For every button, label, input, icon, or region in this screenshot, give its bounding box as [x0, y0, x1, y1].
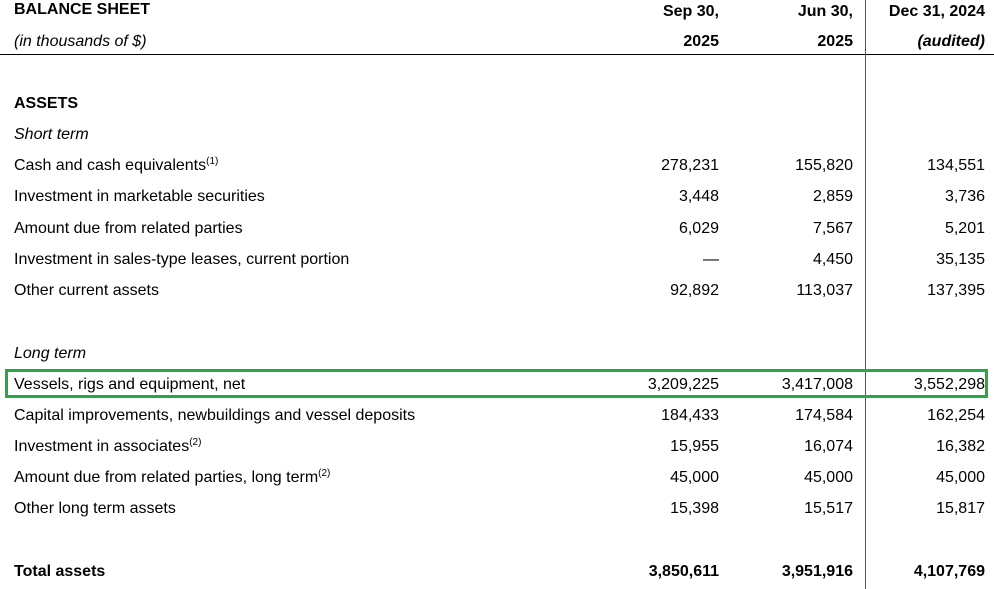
- row-value-sep-2025: 92,892: [670, 282, 719, 299]
- section-long-term: Long term: [14, 345, 87, 362]
- row-label-text: Investment in marketable securities: [14, 188, 265, 205]
- section-assets: ASSETS: [14, 95, 79, 112]
- col-header-jun-2025-line1: Jun 30,: [797, 3, 853, 20]
- row-value-sep-2025: 45,000: [670, 469, 719, 486]
- row-value-jun-2025: 16,074: [804, 438, 853, 455]
- row-value-jun-2025: 155,820: [795, 157, 853, 174]
- header-divider: [0, 54, 994, 55]
- row-value-dec-2024: 162,254: [927, 407, 985, 424]
- footnote-marker: (2): [189, 437, 202, 448]
- row-label-text: Vessels, rigs and equipment, net: [14, 376, 246, 393]
- row-label: Investment in sales-type leases, current…: [14, 250, 349, 270]
- row-value-jun-2025: 15,517: [804, 500, 853, 517]
- row-label-text: Cash and cash equivalents: [14, 157, 207, 174]
- row-label: Investment in associates(2): [14, 437, 201, 457]
- total-value-dec-2024: 4,107,769: [913, 563, 985, 580]
- row-label: Other current assets: [14, 281, 159, 301]
- row-value-sep-2025: 184,433: [661, 407, 719, 424]
- row-label-text: Amount due from related parties, long te…: [14, 469, 319, 486]
- col-header-sep-2025-line1: Sep 30,: [662, 3, 719, 20]
- row-value-dec-2024: 45,000: [936, 469, 985, 486]
- total-label: Total assets: [14, 563, 106, 580]
- row-value-dec-2024: 16,382: [936, 438, 985, 455]
- row-value-sep-2025: 15,398: [670, 500, 719, 517]
- col-header-dec-2024-line2: (audited): [917, 33, 985, 50]
- col-header-jun-2025-line2: 2025: [817, 33, 853, 50]
- row-label-text: Amount due from related parties: [14, 220, 243, 237]
- row-label: Cash and cash equivalents(1): [14, 156, 218, 176]
- row-value-jun-2025: 7,567: [812, 220, 853, 237]
- row-label-text: Capital improvements, newbuildings and v…: [14, 407, 416, 424]
- row-value-jun-2025: 45,000: [804, 469, 853, 486]
- row-value-sep-2025: 6,029: [678, 220, 719, 237]
- row-value-dec-2024: 15,817: [936, 500, 985, 517]
- row-value-jun-2025: 2,859: [812, 188, 853, 205]
- total-value-sep-2025: 3,850,611: [648, 563, 719, 580]
- row-label: Amount due from related parties: [14, 219, 243, 239]
- row-label: Other long term assets: [14, 499, 176, 519]
- row-value-dec-2024: 3,552,298: [913, 376, 985, 393]
- row-value-sep-2025: 15,955: [670, 438, 719, 455]
- total-value-jun-2025: 3,951,916: [781, 563, 853, 580]
- row-value-dec-2024: 137,395: [927, 282, 985, 299]
- column-divider: [865, 0, 866, 589]
- row-value-dec-2024: 3,736: [944, 188, 985, 205]
- row-label-text: Other long term assets: [14, 500, 176, 517]
- sheet-title: BALANCE SHEET: [14, 1, 151, 18]
- col-header-sep-2025-line2: 2025: [683, 33, 719, 50]
- row-label: Amount due from related parties, long te…: [14, 468, 330, 488]
- row-value-jun-2025: 174,584: [795, 407, 853, 424]
- row-value-sep-2025: 3,448: [678, 188, 719, 205]
- highlight-box: [5, 369, 988, 398]
- sheet-subtitle: (in thousands of $): [14, 33, 147, 50]
- row-value-dec-2024: 35,135: [936, 251, 985, 268]
- row-value-jun-2025: 4,450: [812, 251, 853, 268]
- footnote-marker: (2): [318, 468, 331, 479]
- row-value-dec-2024: 134,551: [927, 157, 985, 174]
- footnote-marker: (1): [206, 156, 219, 167]
- row-label-text: Other current assets: [14, 282, 159, 299]
- row-value-dec-2024: 5,201: [944, 220, 985, 237]
- row-label-text: Investment in sales-type leases, current…: [14, 251, 350, 268]
- row-value-sep-2025: 3,209,225: [647, 376, 719, 393]
- row-value-jun-2025: 3,417,008: [781, 376, 853, 393]
- col-header-dec-2024-line1: Dec 31, 2024: [888, 3, 985, 20]
- row-value-sep-2025: —: [703, 251, 719, 268]
- section-short-term: Short term: [14, 126, 89, 143]
- row-label-text: Investment in associates: [14, 438, 190, 455]
- row-label: Capital improvements, newbuildings and v…: [14, 406, 415, 426]
- row-value-jun-2025: 113,037: [796, 282, 853, 299]
- row-value-sep-2025: 278,231: [661, 157, 719, 174]
- row-label: Vessels, rigs and equipment, net: [14, 375, 245, 395]
- row-label: Investment in marketable securities: [14, 187, 265, 207]
